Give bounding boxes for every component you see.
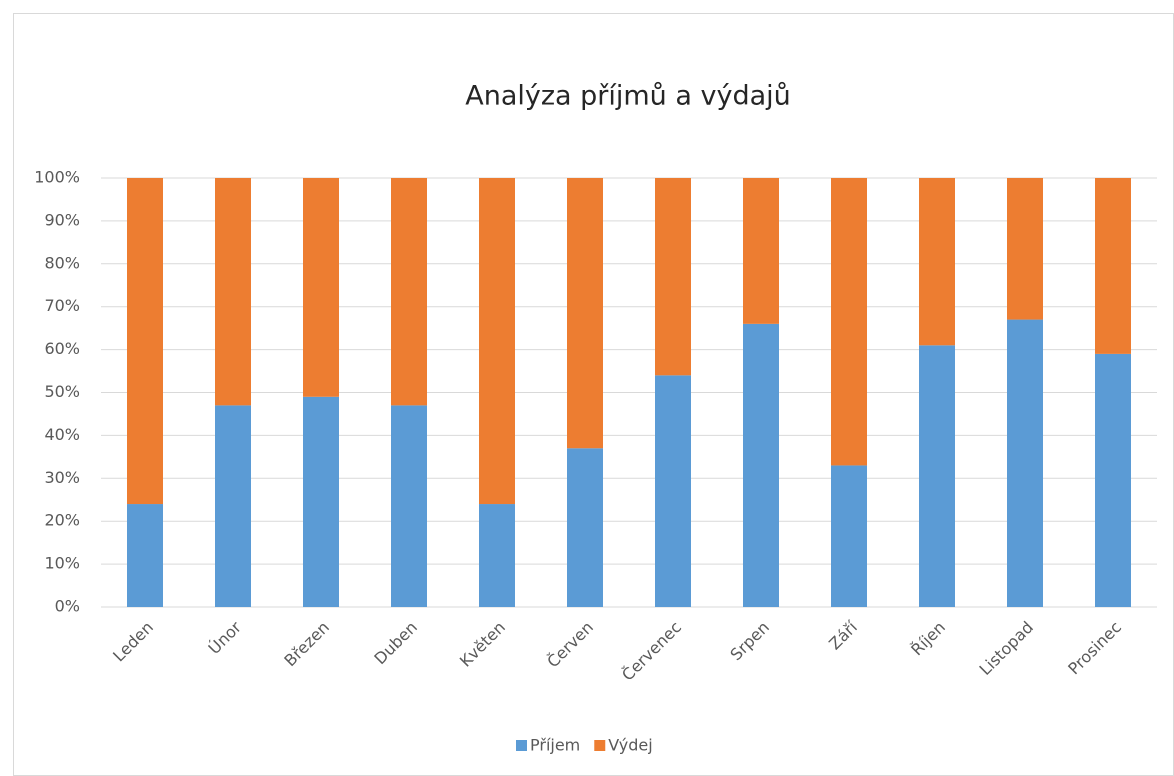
y-tick-label: 90% [44, 210, 80, 229]
y-tick-label: 50% [44, 382, 80, 401]
bar-segment [479, 178, 515, 505]
chart-title: Analýza příjmů a výdajů [465, 81, 791, 112]
bar-segment [391, 405, 427, 607]
bar-segment [919, 178, 955, 346]
bar-segment [1095, 178, 1131, 354]
y-tick-label: 70% [44, 296, 80, 315]
legend-label: Příjem [530, 736, 580, 755]
y-tick-label: 0% [55, 597, 80, 616]
bar-segment [919, 345, 955, 607]
bar-segment [655, 375, 691, 607]
bar-segment [479, 504, 515, 607]
bar-segment [127, 504, 163, 607]
bar-segment [567, 178, 603, 449]
bar-segment [567, 448, 603, 607]
bar-segment [743, 178, 779, 324]
bar-segment [1095, 353, 1131, 607]
legend-label: Výdej [608, 736, 652, 755]
bar-segment [1007, 319, 1043, 607]
bar-segment [127, 178, 163, 505]
bar-segment [303, 396, 339, 607]
y-tick-label: 60% [44, 339, 80, 358]
bar-segment [831, 178, 867, 466]
bar-segment [831, 465, 867, 607]
legend-swatch [516, 740, 527, 751]
bar-segment [215, 405, 251, 607]
legend-swatch [594, 740, 606, 751]
y-tick-label: 40% [44, 425, 80, 444]
y-tick-label: 80% [44, 253, 80, 272]
y-tick-label: 100% [34, 168, 80, 187]
bar-segment [303, 178, 339, 397]
bar-segment [391, 178, 427, 406]
bar-segment [215, 178, 251, 406]
y-tick-label: 20% [44, 511, 80, 530]
bar-segment [743, 323, 779, 607]
bar-segment [655, 178, 691, 376]
y-tick-label: 30% [44, 468, 80, 487]
y-tick-label: 10% [44, 554, 80, 573]
bar-segment [1007, 178, 1043, 320]
